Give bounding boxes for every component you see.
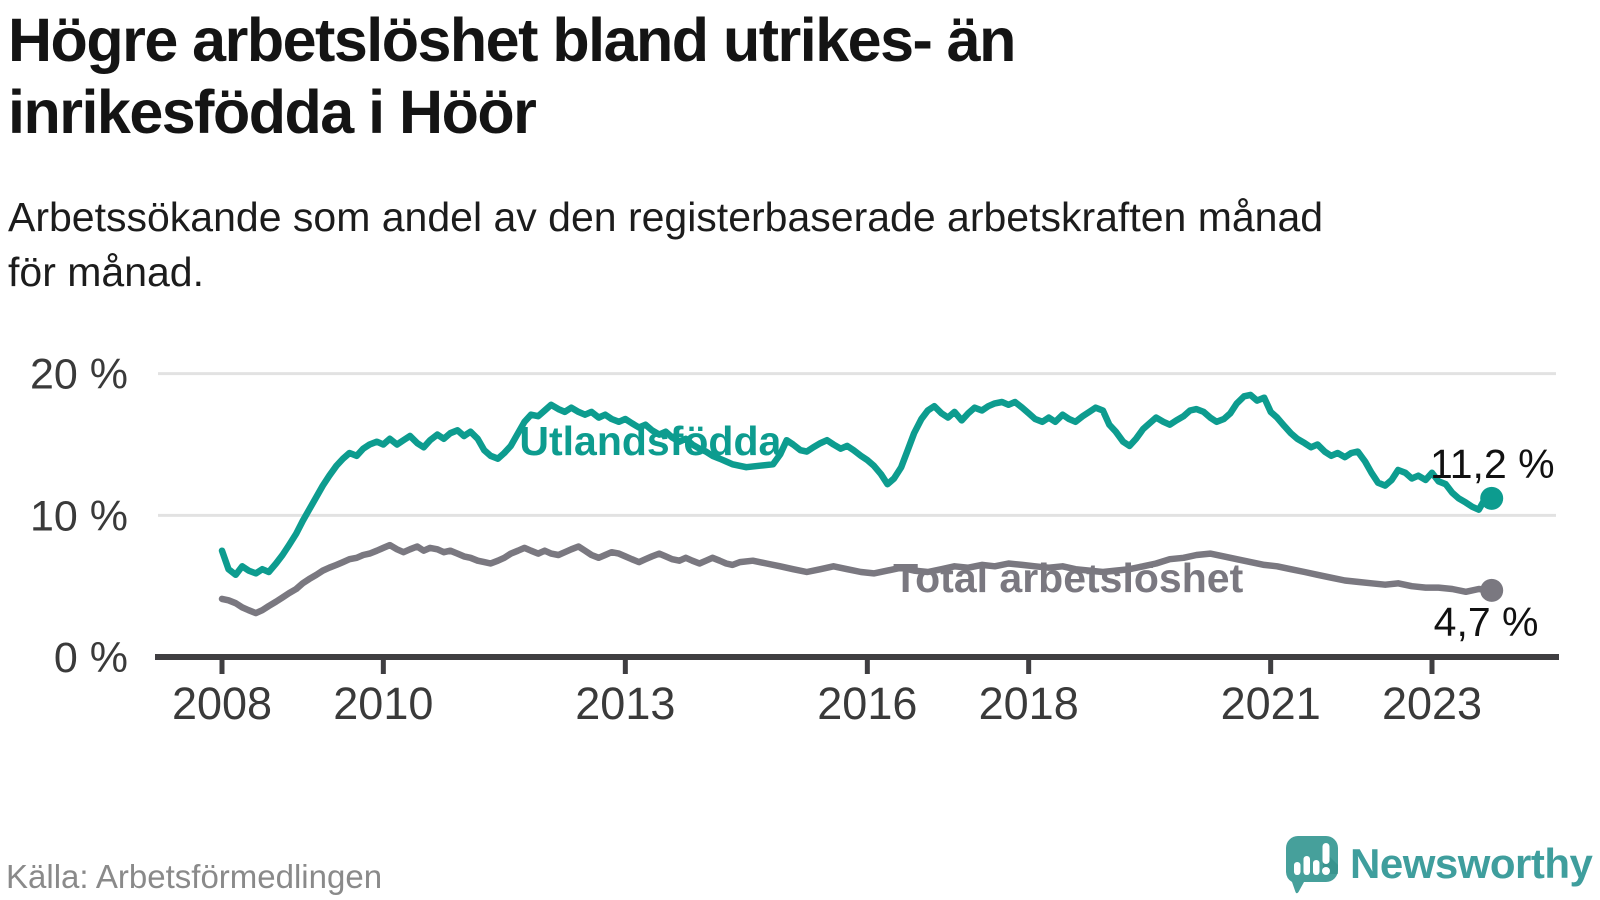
x-axis-label-2021: 2021: [1221, 678, 1321, 729]
end-value-label-total: 4,7 %: [1434, 599, 1539, 645]
y-axis-label-20: 20 %: [30, 351, 128, 399]
x-axis-label-2008: 2008: [172, 678, 272, 729]
y-axis-label-10: 10 %: [30, 492, 128, 540]
x-axis-label-2010: 2010: [333, 678, 433, 729]
newsworthy-logo: Newsworthy: [1284, 834, 1593, 894]
subtitle-line-1: Arbetssökande som andel av den registerb…: [8, 194, 1324, 240]
x-axis-label-2018: 2018: [979, 678, 1079, 729]
title-line-2: inrikesfödda i Höör: [8, 78, 537, 146]
title-line-1: Högre arbetslöshet bland utrikes- än: [8, 6, 1016, 74]
exclamation-dot: [1322, 867, 1330, 875]
unemployment-line-chart-svg: 0 % 10 % 20 % 2008 2010 2013 2016 2018 2021 2023 U…: [30, 351, 1559, 729]
page-title: Högre arbetslöshet bland utrikes- än inr…: [8, 4, 1568, 148]
source-note: Källa: Arbetsförmedlingen: [6, 858, 383, 895]
series-label-total: Total arbetslöshet: [893, 555, 1243, 601]
y-axis-label-0: 0 %: [54, 634, 128, 682]
subtitle-line-2: för månad.: [8, 249, 204, 295]
chart-subtitle: Arbetssökande som andel av den registerb…: [8, 190, 1548, 300]
end-dot-total: [1480, 578, 1504, 602]
series-label-foreign-born: Utlandsfödda: [519, 418, 782, 464]
x-axis-label-2023: 2023: [1382, 678, 1482, 729]
x-axis-label-2013: 2013: [575, 678, 675, 729]
bar-3: [1313, 860, 1320, 875]
brand-name: Newsworthy: [1350, 840, 1593, 887]
line-chart: 0 % 10 % 20 % 2008 2010 2013 2016 2018 2021 2023 U…: [0, 330, 1600, 770]
bar-1: [1294, 862, 1301, 875]
end-value-label-foreign-born: 11,2 %: [1430, 441, 1555, 487]
bar-2: [1303, 856, 1310, 875]
exclamation-bar: [1322, 843, 1330, 864]
series-line-total: [218, 541, 1495, 617]
x-axis-label-2016: 2016: [817, 678, 917, 729]
newsworthy-speech-bubble-bar-chart-icon: [1286, 836, 1338, 894]
end-dot-foreign-born: [1480, 486, 1504, 510]
series-line-foreign-born: [218, 391, 1495, 579]
